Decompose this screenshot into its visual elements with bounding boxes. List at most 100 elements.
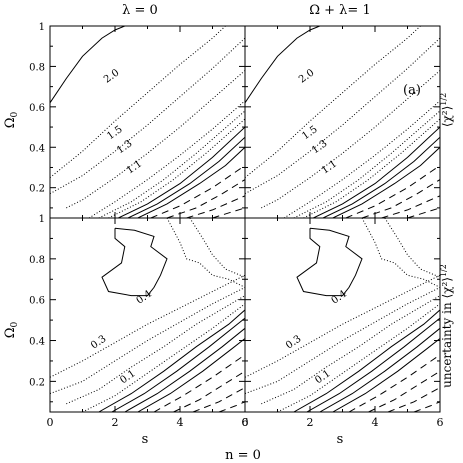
- top-right-contour-label-1: 1.5: [300, 124, 319, 142]
- top-left-contour-3: [66, 70, 245, 209]
- bottom-right-contour-2: [384, 218, 440, 278]
- bottom-left-contour-label-2: 0.1: [118, 368, 137, 386]
- top-left-frame: [49, 25, 246, 219]
- top-right-contour-5: [293, 110, 440, 218]
- top-right-contour-1: [245, 26, 421, 178]
- top-right-contour-11: [361, 179, 440, 218]
- bottom-right-contour-label-1: 0.3: [284, 334, 303, 352]
- bottom-left-contour-7: [98, 309, 245, 412]
- bottom-right-contour-10: [332, 338, 440, 412]
- bottom-left-contour-label-1: 0.3: [89, 334, 108, 352]
- bottom-left-xtick-label-2: 4: [177, 416, 184, 429]
- bottom-label: n = 0: [225, 448, 261, 463]
- top-left-contour-label-1: 1.5: [105, 124, 124, 142]
- bottom-right-contour-7: [293, 309, 440, 412]
- top-left-contour-11: [166, 179, 245, 218]
- top-left-contour-5: [98, 110, 245, 218]
- top-left-ytick-label-0: 0.2: [29, 184, 45, 195]
- top-left-contour-13: [212, 207, 245, 218]
- top-right-contour-3: [261, 70, 440, 209]
- bottom-left-contour-2: [189, 218, 245, 278]
- top-left-ytick-label-1: 0.4: [29, 143, 45, 154]
- svg-text:uncertainty in ⟨χ²⟩1/2: uncertainty in ⟨χ²⟩1/2: [439, 264, 454, 388]
- bottom-left-contour-10: [137, 338, 245, 412]
- top-right-contour-4: [283, 100, 440, 218]
- xlabel-right: s: [337, 432, 344, 447]
- bottom-left-contour-6: [82, 303, 245, 412]
- top-left-ytick-label-4: 1: [39, 22, 45, 33]
- bottom-left-ytick-label-4: 1: [39, 214, 45, 225]
- bottom-left-ytick-label-3: 0.8: [29, 255, 45, 266]
- ylabel-bottom: Ω0: [3, 321, 20, 338]
- bottom-left-contour-1: [166, 218, 245, 288]
- bottom-left-contour-9: [124, 327, 245, 412]
- top-right-contour-label-0: 2.0: [297, 67, 316, 85]
- top-right-contour-12: [381, 195, 440, 218]
- bottom-left-contour-4: [50, 286, 245, 395]
- bottom-right-xtick-label-1: 2: [307, 416, 314, 429]
- column-title-right: Ω + λ= 1: [309, 3, 370, 18]
- bottom-left-ytick-label-2: 0.6: [29, 296, 45, 307]
- bottom-left-contour-12: [173, 370, 245, 412]
- top-right-contour-label-3: 1.1: [320, 158, 339, 176]
- column-title-left: λ = 0: [122, 3, 158, 18]
- top-left-contour-0: [50, 26, 125, 104]
- top-right-contour-6: [303, 118, 440, 218]
- top-left-contour-label-0: 2.0: [102, 67, 121, 85]
- bottom-right-contour-0: [296, 227, 363, 297]
- top-left-contour-1: [50, 26, 226, 178]
- svg-text:Ω0: Ω0: [3, 321, 20, 338]
- bottom-right-xtick-label-3: 6: [437, 416, 444, 429]
- top-left-ytick-label-2: 0.6: [29, 103, 45, 114]
- bottom-left-ytick-label-0: 0.2: [29, 377, 45, 388]
- top-left-contour-10: [150, 165, 245, 218]
- bottom-left-xtick-label-0: 0: [47, 416, 54, 429]
- bottom-left-contour-3: [50, 274, 245, 378]
- bottom-right-contour-6: [277, 303, 440, 412]
- right-label-bottom: uncertainty in ⟨χ²⟩1/2: [439, 264, 454, 388]
- bottom-right-contour-1: [361, 218, 440, 288]
- bottom-left-contour-8: [111, 317, 245, 412]
- bottom-right-contour-12: [368, 370, 440, 412]
- bottom-right-contour-5: [261, 295, 440, 405]
- top-left-contour-12: [186, 195, 245, 218]
- top-right-contour-13: [407, 207, 440, 218]
- bottom-left-xtick-label-3: 6: [242, 416, 249, 429]
- panel-label: (a): [403, 83, 421, 98]
- top-right-contour-8: [322, 136, 440, 218]
- svg-text:Ω0: Ω0: [3, 111, 20, 128]
- top-left-contour-9: [137, 146, 245, 218]
- ylabel-top: Ω0: [3, 111, 20, 128]
- bottom-right-contour-9: [319, 327, 440, 412]
- bottom-left-contour-13: [192, 387, 245, 412]
- bottom-right-contour-4: [245, 286, 440, 395]
- xlabel-left: s: [142, 432, 149, 447]
- bottom-left-xtick-label-1: 2: [112, 416, 119, 429]
- bottom-right-frame: [244, 217, 441, 413]
- bottom-left-contour-5: [66, 295, 245, 405]
- svg-text:⟨χ²⟩1/2: ⟨χ²⟩1/2: [439, 93, 454, 127]
- top-left-contour-label-2: 1.3: [115, 138, 134, 156]
- top-right-contour-label-2: 1.3: [310, 138, 329, 156]
- top-right-contour-9: [332, 146, 440, 218]
- bottom-right-xtick-label-0: 0: [242, 416, 249, 429]
- top-right-frame: [244, 25, 441, 219]
- top-left-ytick-label-3: 0.8: [29, 62, 45, 73]
- bottom-left-contour-11: [153, 354, 245, 412]
- bottom-left-contour-14: [218, 401, 245, 412]
- bottom-right-contour-11: [348, 354, 440, 412]
- bottom-left-contour-0: [101, 227, 168, 297]
- top-left-contour-label-3: 1.1: [125, 158, 144, 176]
- bottom-right-contour-label-2: 0.1: [313, 368, 332, 386]
- top-left-contour-4: [88, 100, 245, 218]
- bottom-right-contour-8: [306, 317, 440, 412]
- top-left-contour-8: [127, 136, 245, 218]
- top-left-contour-7: [118, 126, 245, 218]
- top-right-contour-10: [345, 165, 440, 218]
- bottom-right-contour-14: [413, 401, 440, 412]
- top-right-contour-7: [313, 126, 440, 218]
- bottom-right-contour-3: [245, 274, 440, 378]
- bottom-left-ytick-label-1: 0.4: [29, 337, 45, 348]
- top-left-contour-6: [108, 118, 245, 218]
